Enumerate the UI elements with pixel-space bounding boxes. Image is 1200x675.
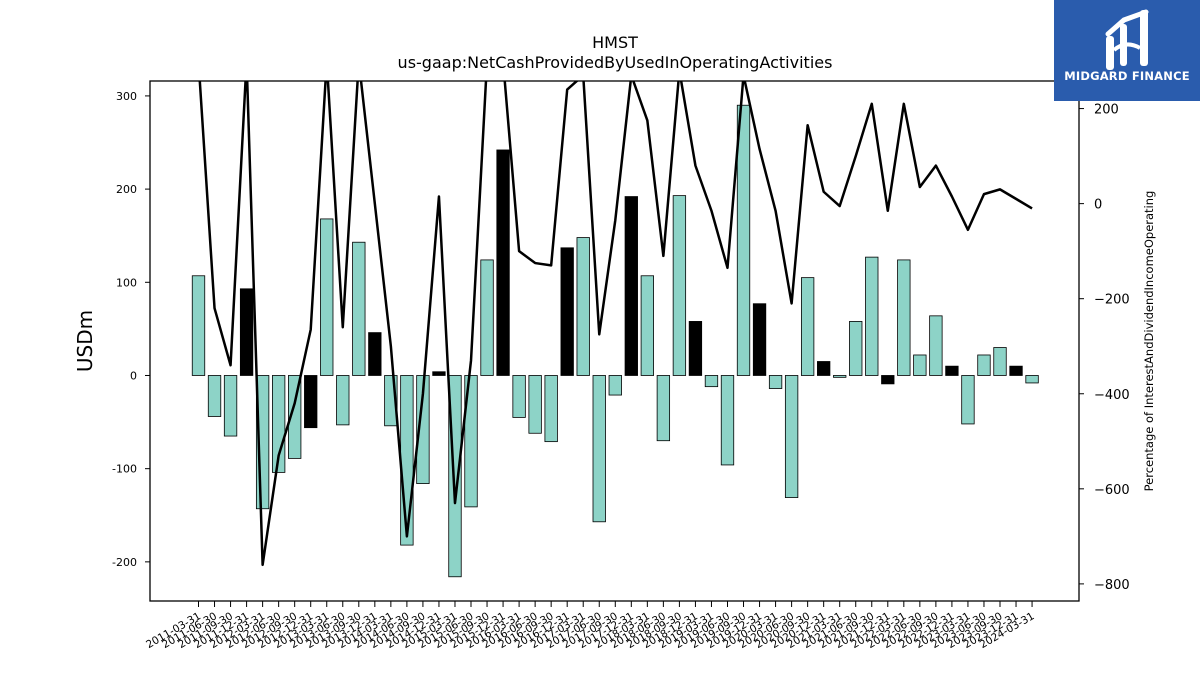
bar: [704, 375, 719, 388]
y2-tick-label: 0: [1094, 198, 1102, 213]
bar: [977, 354, 991, 376]
x-axis: 2011-03-312011-06-302011-09-302011-12-31…: [144, 601, 1037, 651]
y-axis-right: −800 −600 −400 −200 0 200: [1079, 103, 1130, 593]
bar: [720, 375, 735, 466]
bar: [207, 375, 222, 417]
bar: [544, 375, 558, 443]
line-path: [198, 81, 1033, 567]
chart-subtitle: us-gaap:NetCashProvidedByUsedInOperating…: [398, 53, 833, 72]
bar: [945, 365, 959, 376]
bar: [320, 218, 334, 376]
y-tick-label: 300: [116, 90, 137, 103]
bar: [640, 275, 654, 376]
brand-name: MIDGARD FINANCE: [1064, 69, 1190, 83]
bar: [304, 375, 318, 429]
bar: [576, 237, 590, 376]
bar: [464, 375, 478, 508]
bar: [656, 375, 671, 442]
bar: [400, 375, 414, 546]
y2-tick-label: −400: [1094, 388, 1130, 403]
y-tick-label: -100: [112, 463, 137, 476]
bar: [961, 375, 975, 425]
bar-series: [191, 104, 1039, 578]
bar: [768, 375, 783, 389]
y-tick-label: 0: [130, 369, 137, 382]
bar: [736, 104, 751, 376]
y-tick-label: -200: [112, 556, 137, 569]
bar: [672, 195, 687, 376]
bar: [897, 259, 911, 376]
bar: [688, 321, 703, 376]
bar: [352, 241, 366, 376]
midgard-logo-icon: [1105, 9, 1149, 70]
plot-frame: [149, 80, 1080, 602]
bar: [624, 196, 638, 376]
bar: [1009, 365, 1023, 376]
bar: [865, 256, 879, 376]
bar: [929, 315, 943, 376]
bar: [833, 375, 847, 378]
bar: [239, 288, 254, 376]
y-axis-label: USDm: [73, 310, 97, 372]
y2-tick-label: −600: [1094, 483, 1130, 498]
bar: [496, 149, 510, 376]
bar: [368, 332, 382, 376]
bar: [336, 375, 350, 426]
y-tick-label: 100: [116, 276, 137, 289]
bar: [881, 375, 895, 385]
bar: [432, 371, 446, 376]
bar: [560, 247, 574, 376]
bar: [913, 354, 927, 376]
bar: [993, 347, 1007, 376]
chart-title: HMST: [592, 33, 638, 52]
y2-tick-label: 200: [1094, 103, 1119, 118]
bar: [592, 375, 606, 523]
bar: [784, 375, 799, 498]
brand-logo: MIDGARD FINANCE: [1054, 0, 1200, 101]
bar: [1025, 375, 1039, 384]
bar: [849, 321, 863, 376]
bar: [817, 361, 831, 376]
y-tick-label: 200: [116, 183, 137, 196]
y2-tick-label: −800: [1094, 578, 1130, 593]
bar: [191, 275, 206, 376]
bar: [608, 375, 622, 396]
bar: [528, 375, 542, 434]
bar: [223, 375, 238, 437]
bar: [800, 277, 815, 376]
bar: [752, 303, 767, 376]
bar: [512, 375, 526, 418]
bar: [416, 375, 430, 484]
y2-axis-label: Percentage of InterestAndDividendIncomeO…: [1142, 191, 1156, 492]
bar: [288, 375, 302, 459]
line-series: [198, 81, 1033, 567]
y2-tick-label: −200: [1094, 293, 1130, 308]
y-axis-left: -200 -100 0 100 200 300: [112, 90, 150, 569]
bar: [480, 259, 494, 376]
